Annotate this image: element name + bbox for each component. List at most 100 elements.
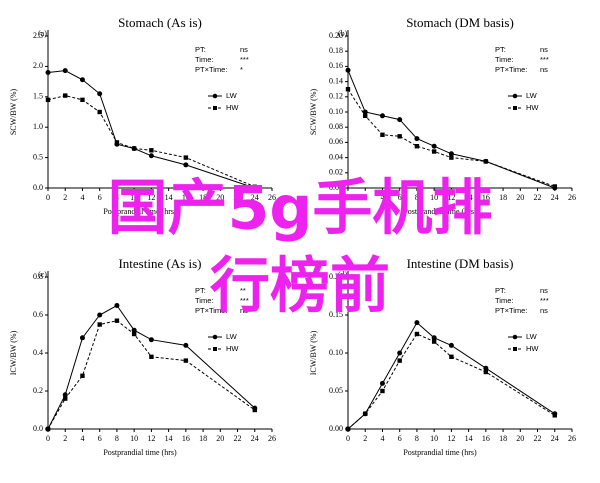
x-tick-label: 12 [447, 434, 455, 443]
x-tick-label: 0 [346, 193, 350, 202]
marker [80, 97, 85, 103]
marker [431, 335, 437, 341]
marker [252, 407, 257, 413]
marker [397, 350, 403, 356]
x-tick-label: 22 [534, 434, 542, 443]
legend-marker [513, 347, 517, 351]
x-tick-label: 18 [499, 434, 507, 443]
x-axis-label: Postprandial time (hrs) [103, 448, 177, 457]
x-tick-label: 26 [568, 193, 576, 202]
annotation-label: PT×Time: [195, 65, 227, 74]
x-tick-label: 16 [182, 434, 190, 443]
x-tick-label: 10 [430, 434, 438, 443]
marker [45, 69, 51, 75]
annotation-label: PT×Time: [195, 306, 227, 315]
annotation-label: Time: [495, 55, 513, 64]
y-tick-label: 0.20 [329, 31, 343, 40]
annotation-value: ns [540, 286, 548, 295]
marker [448, 342, 454, 348]
x-tick-label: 20 [216, 434, 224, 443]
marker [97, 91, 103, 97]
marker [97, 322, 102, 327]
x-tick-label: 14 [465, 193, 473, 202]
marker [397, 358, 402, 363]
x-tick-label: 18 [499, 193, 507, 202]
marker [379, 380, 385, 386]
marker [431, 339, 437, 344]
y-tick-label: 0.05 [329, 386, 343, 395]
x-axis-label: Postprandial time (hrs) [403, 448, 477, 457]
marker [449, 155, 454, 160]
marker [79, 335, 85, 341]
legend-label: LW [226, 91, 238, 100]
x-tick-label: 26 [568, 434, 576, 443]
y-tick-label: 0.02 [329, 168, 343, 177]
x-tick-label: 12 [147, 434, 155, 443]
panel-label: (a) [38, 29, 47, 38]
y-tick-label: 0.06 [329, 137, 343, 146]
y-tick-label: 0.4 [33, 348, 43, 357]
annotation-label: Time: [495, 296, 513, 305]
y-tick-label: 2.5 [33, 31, 43, 40]
y-tick-label: 0.0 [33, 183, 43, 192]
marker [414, 320, 420, 326]
x-tick-label: 2 [363, 434, 367, 443]
x-tick-label: 4 [80, 434, 84, 443]
marker [148, 337, 154, 343]
chart-title: Stomach (As is) [118, 15, 202, 30]
marker [131, 331, 137, 337]
y-axis-label: SCW/BW (%) [9, 89, 18, 136]
marker [448, 151, 454, 157]
annotation-value: ns [540, 306, 548, 315]
legend-label: LW [526, 91, 538, 100]
x-tick-label: 4 [380, 434, 384, 443]
overlay-text: 国产5g手机排 [108, 174, 493, 244]
x-tick-label: 8 [415, 434, 419, 443]
y-tick-label: 0.20 [329, 272, 343, 281]
annotation-value: ns [240, 306, 248, 315]
x-tick-label: 8 [115, 434, 119, 443]
annotation-value: ns [240, 45, 248, 54]
x-tick-label: 22 [234, 193, 242, 202]
marker [45, 426, 51, 432]
marker [62, 392, 68, 398]
y-tick-label: 1.0 [33, 122, 43, 131]
y-tick-label: 0.18 [329, 46, 343, 55]
x-tick-label: 24 [551, 193, 559, 202]
y-tick-label: 2.0 [33, 61, 43, 70]
marker [131, 146, 137, 151]
marker [363, 411, 368, 416]
marker [362, 109, 368, 115]
legend-label: HW [526, 103, 539, 112]
marker [431, 149, 437, 154]
legend-marker [512, 334, 518, 340]
x-tick-label: 14 [165, 434, 173, 443]
x-tick-label: 24 [251, 193, 259, 202]
x-tick-label: 16 [182, 193, 190, 202]
y-tick-label: 0.15 [329, 310, 343, 319]
y-tick-label: 0.6 [33, 310, 43, 319]
y-tick-label: 0.04 [329, 152, 343, 161]
panel-label: (b) [338, 29, 348, 38]
y-tick-label: 0.00 [329, 424, 343, 433]
marker [114, 318, 120, 323]
x-tick-label: 0 [346, 434, 350, 443]
x-tick-label: 10 [130, 434, 138, 443]
x-tick-label: 6 [398, 193, 402, 202]
legend-label: LW [526, 332, 538, 341]
y-axis-label: SCW/BW (%) [309, 89, 318, 136]
marker [97, 109, 102, 115]
x-tick-label: 4 [80, 193, 84, 202]
y-tick-label: 0.2 [33, 386, 43, 395]
x-tick-label: 6 [98, 193, 102, 202]
marker [397, 117, 403, 123]
marker [483, 159, 489, 164]
marker [148, 153, 154, 159]
chart-title: Intestine (As is) [118, 256, 201, 271]
marker [379, 113, 385, 119]
y-axis-label: ICW/BW (%) [9, 330, 18, 375]
legend-label: LW [226, 332, 238, 341]
y-tick-label: 0.00 [329, 183, 343, 192]
y-tick-label: 0.8 [33, 272, 43, 281]
annotation-label: Time: [195, 55, 213, 64]
